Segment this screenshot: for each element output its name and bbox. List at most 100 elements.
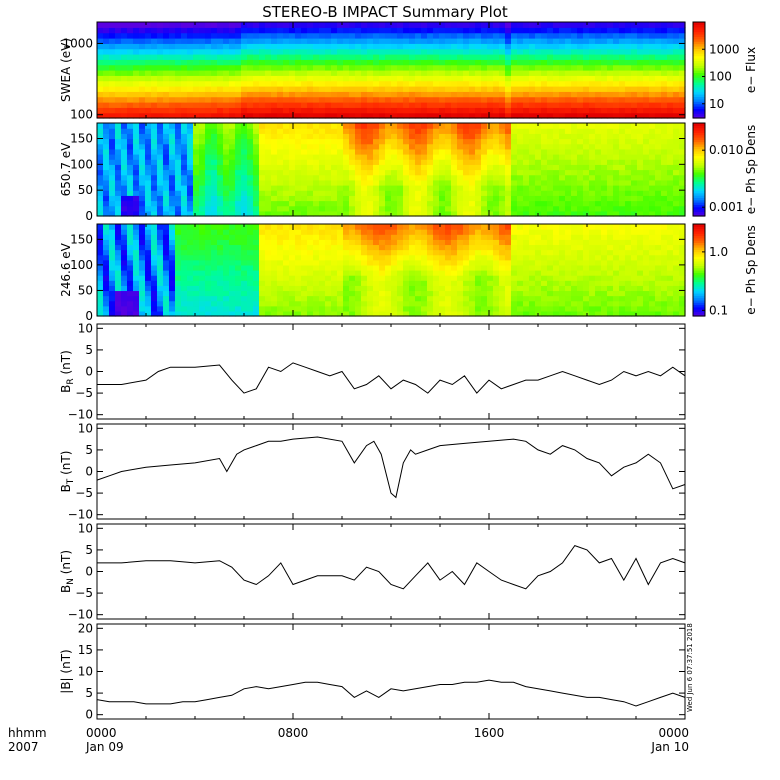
colorbar-cell [693, 136, 705, 140]
heatmap-cell [295, 70, 302, 76]
heatmap-cell [313, 249, 320, 256]
heatmap-cell [115, 264, 122, 271]
heatmap-cell [541, 164, 548, 171]
heatmap-cell [307, 295, 314, 302]
heatmap-cell [109, 59, 116, 66]
heatmap-cell [265, 205, 272, 212]
heatmap-cell [97, 32, 104, 39]
heatmap-cell [625, 138, 632, 145]
heatmap-cell [523, 169, 530, 176]
heatmap-cell [673, 22, 680, 28]
heatmap-cell [559, 96, 566, 103]
heatmap-cell [253, 190, 260, 196]
heatmap-cell [307, 300, 314, 307]
heatmap-cell [109, 112, 116, 119]
heatmap-cell [325, 275, 332, 281]
heatmap-cell [331, 123, 338, 129]
heatmap-cell [391, 275, 398, 281]
heatmap-cell [211, 305, 218, 312]
heatmap-cell [559, 200, 566, 207]
heatmap-cell [181, 38, 188, 44]
heatmap-cell [265, 264, 272, 271]
heatmap-cell [433, 102, 440, 108]
heatmap-cell [271, 159, 278, 165]
heatmap-cell [169, 54, 176, 60]
heatmap-cell [151, 143, 158, 150]
heatmap-cell [565, 86, 572, 92]
heatmap-cell [385, 239, 392, 246]
heatmap-cell [121, 59, 128, 66]
heatmap-cell [373, 38, 380, 44]
heatmap-cell [145, 244, 152, 251]
heatmap-cell [673, 154, 680, 160]
heatmap-cell [259, 244, 266, 251]
heatmap-cell [235, 185, 242, 191]
heatmap-cell [283, 91, 290, 98]
heatmap-cell [211, 43, 218, 50]
heatmap-cell [193, 112, 200, 119]
heatmap-cell [259, 200, 266, 207]
heatmap-cell [373, 200, 380, 207]
heatmap-cell [643, 86, 650, 92]
heatmap-cell [625, 195, 632, 202]
heatmap-cell [109, 70, 116, 76]
heatmap-cell [391, 254, 398, 261]
heatmap-cell [373, 259, 380, 266]
heatmap-cell [595, 107, 602, 114]
heatmap-cell [295, 164, 302, 171]
colorbar-tick-label: 100 [709, 70, 732, 84]
heatmap-cell [139, 91, 146, 98]
heatmap-cell [421, 229, 428, 235]
heatmap-cell [367, 48, 374, 55]
heatmap-cell [325, 300, 332, 307]
heatmap-cell [637, 80, 644, 87]
heatmap-cell [217, 96, 224, 103]
heatmap-cell [415, 112, 422, 119]
colorbar-cell [693, 162, 705, 166]
heatmap-cell [409, 239, 416, 246]
heatmap-cell [241, 300, 248, 307]
heatmap-cell [301, 112, 308, 119]
heatmap-cell [211, 224, 218, 230]
heatmap-cell [403, 91, 410, 98]
heatmap-cell [187, 190, 194, 196]
heatmap-cell [403, 310, 410, 317]
heatmap-cell [331, 310, 338, 317]
heatmap-cell [103, 148, 110, 155]
heatmap-cell [211, 70, 218, 76]
heatmap-cell [373, 275, 380, 281]
heatmap-cell [127, 112, 134, 119]
heatmap-cell [673, 96, 680, 103]
heatmap-cell [271, 200, 278, 207]
heatmap-cell [391, 174, 398, 181]
heatmap-cell [229, 200, 236, 207]
heatmap-cell [127, 143, 134, 150]
heatmap-cell [229, 249, 236, 256]
heatmap-cell [673, 148, 680, 155]
heatmap-cell [103, 123, 110, 129]
heatmap-cell [499, 190, 506, 196]
heatmap-cell [301, 48, 308, 55]
heatmap-cell [469, 143, 476, 150]
heatmap-cell [253, 169, 260, 176]
heatmap-cell [313, 290, 320, 297]
heatmap-cell [529, 86, 536, 92]
heatmap-cell [265, 91, 272, 98]
heatmap-cell [229, 179, 236, 186]
heatmap-cell [103, 32, 110, 39]
heatmap-cell [223, 54, 230, 60]
heatmap-cell [301, 254, 308, 261]
heatmap-cell [175, 285, 182, 292]
heatmap-cell [601, 27, 608, 34]
heatmap-cell [235, 224, 242, 230]
heatmap-cell [241, 27, 248, 34]
heatmap-cell [355, 185, 362, 191]
heatmap-cell [439, 310, 446, 317]
heatmap-cell [265, 59, 272, 66]
heatmap-cell [385, 280, 392, 286]
heatmap-cell [289, 300, 296, 307]
heatmap-cell [373, 128, 380, 134]
heatmap-cell [409, 112, 416, 119]
heatmap-cell [523, 174, 530, 181]
heatmap-cell [481, 59, 488, 66]
